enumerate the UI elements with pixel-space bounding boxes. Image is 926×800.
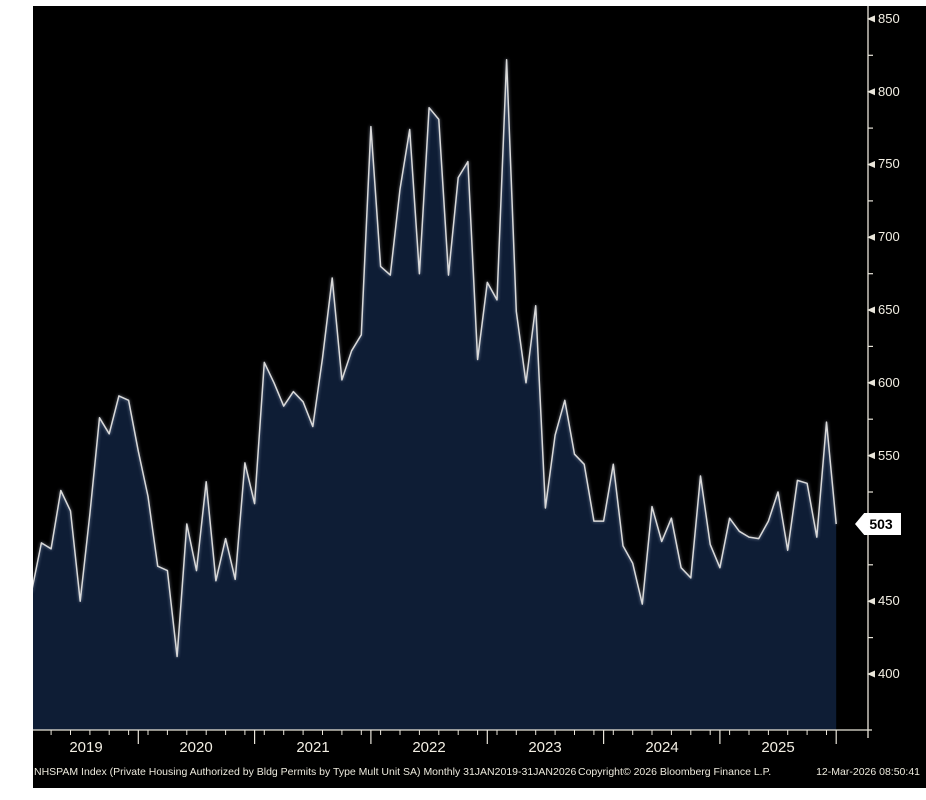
y-tick-label-550: 550 [878, 448, 900, 463]
y-major-tick [867, 88, 875, 96]
x-year-label-2022: 2022 [412, 739, 446, 756]
x-year-label-2019: 2019 [69, 739, 103, 756]
axes [33, 6, 875, 744]
y-tick-label-750: 750 [878, 156, 900, 171]
area-fill [33, 59, 837, 730]
y-tick-label-700: 700 [878, 229, 900, 244]
y-tick-label-600: 600 [878, 375, 900, 390]
y-major-tick [867, 452, 875, 460]
x-year-label-2024: 2024 [645, 739, 679, 756]
y-major-tick [867, 597, 875, 605]
y-tick-label-400: 400 [878, 666, 900, 681]
x-year-label-2021: 2021 [296, 739, 330, 756]
y-major-tick [867, 161, 875, 168]
y-major-tick [867, 379, 875, 387]
y-tick-label-800: 800 [878, 84, 900, 99]
y-tick-label-450: 450 [878, 593, 900, 608]
y-tick-label-850: 850 [878, 11, 900, 26]
y-major-tick [867, 15, 875, 23]
y-major-tick [867, 233, 875, 241]
y-major-tick [867, 670, 875, 678]
x-year-label-2020: 2020 [179, 739, 213, 756]
last-price-value: 503 [869, 516, 893, 532]
last-price-badge[interactable]: 503 [855, 513, 901, 535]
y-major-tick [867, 306, 875, 314]
x-year-label-2025: 2025 [761, 739, 795, 756]
price-line [33, 58, 837, 658]
x-year-label-2023: 2023 [528, 739, 562, 756]
timestamp: 12-Mar-2026 08:50:41 [816, 766, 920, 778]
security-description: NHSPAM Index (Private Housing Authorized… [34, 766, 577, 778]
y-tick-label-650: 650 [878, 302, 900, 317]
copyright-notice: Copyright© 2026 Bloomberg Finance L.P. [578, 766, 772, 778]
